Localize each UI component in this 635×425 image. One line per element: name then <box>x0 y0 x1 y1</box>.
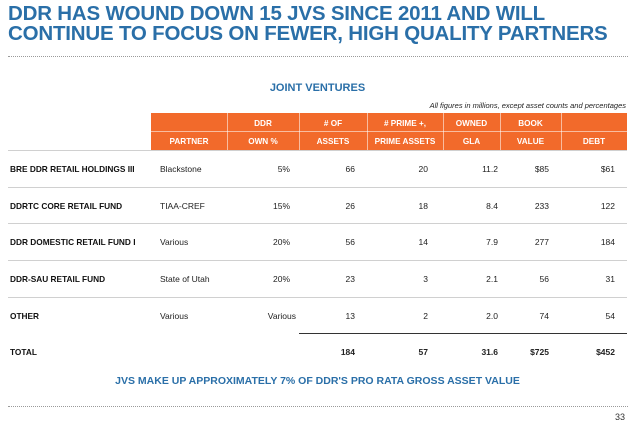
header-divider-line <box>151 131 627 132</box>
header-own-line1: DDR <box>254 119 272 128</box>
table-row-value: 56 <box>539 274 549 284</box>
table-row-gla: 2.1 <box>486 274 498 284</box>
header-value-line2: VALUE <box>516 137 545 146</box>
header-partner: PARTNER <box>169 137 209 146</box>
table-row-debt: 184 <box>600 237 615 247</box>
page-number: 33 <box>614 412 625 422</box>
row-separator <box>8 260 627 261</box>
section-title: JOINT VENTURES <box>269 82 366 94</box>
header-value-line1: BOOK <box>518 119 543 128</box>
table-row-name: DDRTC CORE RETAIL FUND <box>10 201 123 211</box>
table-row-debt: 122 <box>600 201 615 211</box>
table-row-own: 20% <box>272 237 290 247</box>
table-row-value: $85 <box>534 164 549 174</box>
table-row-assets: 26 <box>345 201 355 211</box>
header-debt: DEBT <box>582 137 606 146</box>
table-row-name: DDR-SAU RETAIL FUND <box>10 274 106 284</box>
header-prime-line1: # PRIME +, <box>383 119 427 128</box>
total-gla: 31.6 <box>481 347 498 357</box>
table-row-name: OTHER <box>10 311 40 321</box>
total-debt: $452 <box>596 347 615 357</box>
table-row-debt: 54 <box>605 311 615 321</box>
bottom-divider <box>8 406 628 407</box>
table-row-prime: 2 <box>423 311 428 321</box>
slide-title-line-1: DDR HAS WOUND DOWN 15 JVS SINCE 2011 AND… <box>8 2 545 25</box>
table-row-value: 74 <box>539 311 549 321</box>
table-row-name: DDR DOMESTIC RETAIL FUND I <box>10 237 136 247</box>
header-prime-line2: PRIME ASSETS <box>374 137 436 146</box>
table-row-own: Various <box>267 311 296 321</box>
table-row-gla: 2.0 <box>486 311 498 321</box>
header-gla-line1: OWNED <box>455 119 488 128</box>
header-column-separator <box>500 113 501 150</box>
table-row-partner: Blackstone <box>160 164 202 174</box>
top-divider <box>8 56 628 57</box>
header-column-separator <box>367 113 368 150</box>
table-row-partner: Various <box>160 311 189 321</box>
table-row-own: 15% <box>272 201 290 211</box>
table-row-partner: State of Utah <box>160 274 210 284</box>
table-row-assets: 13 <box>345 311 355 321</box>
table-row-prime: 18 <box>418 201 428 211</box>
figures-note: All figures in millions, except asset co… <box>429 101 626 110</box>
row-separator <box>8 297 627 298</box>
header-own-line2: OWN % <box>248 137 278 146</box>
row-separator <box>8 187 627 188</box>
header-column-separator <box>227 113 228 150</box>
table-row-value: 233 <box>534 201 549 211</box>
header-column-separator <box>443 113 444 150</box>
header-column-separator <box>299 113 300 150</box>
table-row-debt: 31 <box>605 274 615 284</box>
row-separator <box>8 223 627 224</box>
table-row-gla: 8.4 <box>486 201 498 211</box>
table-row-own: 20% <box>272 274 290 284</box>
slide-title: DDR HAS WOUND DOWN 15 JVS SINCE 2011 AND… <box>8 2 628 45</box>
table-row-partner: TIAA-CREF <box>160 201 205 211</box>
slide-title-line-2: CONTINUE TO FOCUS ON FEWER, HIGH QUALITY… <box>8 22 608 45</box>
table-row-name: BRE DDR RETAIL HOLDINGS III <box>10 164 135 174</box>
header-assets-line2: ASSETS <box>316 137 350 146</box>
total-value: $725 <box>530 347 549 357</box>
table-row-assets: 66 <box>345 164 355 174</box>
footer-note: JVS MAKE UP APPROXIMATELY 7% OF DDR'S PR… <box>115 375 520 387</box>
table-row-own: 5% <box>277 164 290 174</box>
table-row-prime: 3 <box>423 274 428 284</box>
total-assets: 184 <box>340 347 355 357</box>
row-separator <box>8 150 627 151</box>
table-row-assets: 23 <box>345 274 355 284</box>
table-row-gla: 7.9 <box>486 237 498 247</box>
total-prime: 57 <box>418 347 428 357</box>
table-row-debt: $61 <box>600 164 615 174</box>
table-row-gla: 11.2 <box>482 164 498 174</box>
header-column-separator <box>561 113 562 150</box>
header-gla-line2: GLA <box>462 137 481 146</box>
header-assets-line1: # OF <box>323 119 343 128</box>
total-label: TOTAL <box>10 347 37 357</box>
table-row-prime: 14 <box>418 237 428 247</box>
table-row-value: 277 <box>534 237 549 247</box>
table-row-prime: 20 <box>418 164 428 174</box>
total-divider-line <box>299 333 627 334</box>
table-row-assets: 56 <box>345 237 355 247</box>
table-row-partner: Various <box>160 237 189 247</box>
